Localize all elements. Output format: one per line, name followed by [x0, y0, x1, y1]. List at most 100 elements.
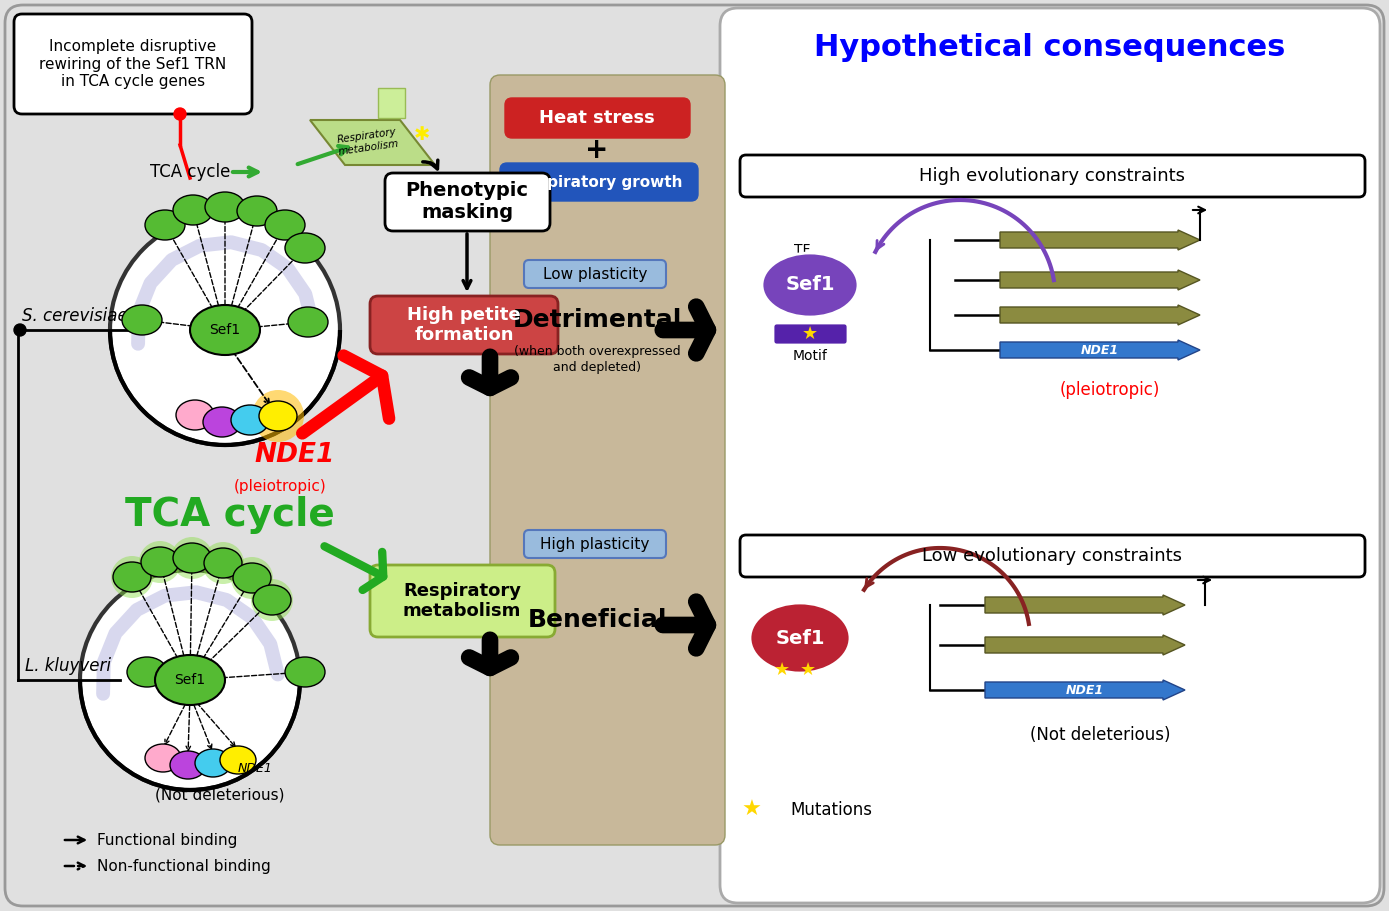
Text: TCA cycle: TCA cycle: [125, 496, 335, 534]
Ellipse shape: [113, 562, 151, 592]
Circle shape: [201, 542, 244, 584]
Ellipse shape: [265, 210, 306, 240]
Text: High plasticity: High plasticity: [540, 537, 650, 551]
FancyArrow shape: [1000, 270, 1200, 290]
Text: Beneficial: Beneficial: [528, 608, 667, 632]
FancyArrow shape: [1000, 230, 1200, 250]
FancyBboxPatch shape: [740, 155, 1365, 197]
Text: (pleiotropic): (pleiotropic): [233, 478, 326, 494]
FancyBboxPatch shape: [490, 75, 725, 845]
Text: Phenotypic
masking: Phenotypic masking: [406, 181, 528, 222]
Ellipse shape: [258, 401, 297, 431]
Text: Respiratory
metabolism: Respiratory metabolism: [336, 127, 400, 157]
Text: NDE1: NDE1: [254, 442, 335, 468]
Text: ★: ★: [774, 661, 790, 679]
Text: Hypothetical consequences: Hypothetical consequences: [814, 34, 1286, 63]
Text: Sef1: Sef1: [210, 323, 240, 337]
Ellipse shape: [174, 543, 211, 573]
Text: S. cerevisiae: S. cerevisiae: [22, 307, 128, 325]
FancyBboxPatch shape: [774, 323, 849, 345]
Circle shape: [110, 215, 340, 445]
Text: NDE1: NDE1: [238, 762, 272, 774]
Text: Detrimental: Detrimental: [513, 308, 682, 332]
Text: ★: ★: [801, 325, 818, 343]
Text: Incomplete disruptive
rewiring of the Sef1 TRN
in TCA cycle genes: Incomplete disruptive rewiring of the Se…: [39, 39, 226, 89]
FancyBboxPatch shape: [369, 565, 556, 637]
FancyArrow shape: [985, 595, 1185, 615]
Polygon shape: [310, 120, 435, 165]
Text: L. kluyveri: L. kluyveri: [25, 657, 111, 675]
Ellipse shape: [174, 195, 213, 225]
Ellipse shape: [144, 210, 185, 240]
Text: (Not deleterious): (Not deleterious): [156, 787, 285, 803]
Text: High evolutionary constraints: High evolutionary constraints: [920, 167, 1185, 185]
Circle shape: [139, 541, 181, 583]
Ellipse shape: [219, 746, 256, 774]
Text: Low plasticity: Low plasticity: [543, 267, 647, 281]
Text: TCA cycle: TCA cycle: [150, 163, 231, 181]
Polygon shape: [378, 88, 406, 118]
Ellipse shape: [156, 655, 225, 705]
Text: TF: TF: [793, 243, 810, 257]
Ellipse shape: [169, 751, 206, 779]
FancyBboxPatch shape: [369, 296, 558, 354]
Text: Sef1: Sef1: [775, 629, 825, 648]
Text: (pleiotropic): (pleiotropic): [1060, 381, 1160, 399]
Text: NDE1: NDE1: [1081, 343, 1120, 356]
FancyBboxPatch shape: [14, 14, 251, 114]
Ellipse shape: [122, 305, 163, 335]
Text: (when both overexpressed: (when both overexpressed: [514, 345, 681, 359]
FancyBboxPatch shape: [524, 530, 665, 558]
Text: Functional binding: Functional binding: [97, 833, 238, 847]
Ellipse shape: [763, 253, 858, 317]
Text: Heat stress: Heat stress: [539, 109, 654, 127]
Text: Sef1: Sef1: [175, 673, 206, 687]
FancyBboxPatch shape: [500, 163, 699, 201]
FancyArrow shape: [1000, 340, 1200, 360]
Text: ✱: ✱: [414, 126, 431, 145]
Text: and depleted): and depleted): [553, 361, 640, 374]
Ellipse shape: [285, 233, 325, 263]
FancyBboxPatch shape: [720, 8, 1381, 903]
Ellipse shape: [126, 657, 167, 687]
Ellipse shape: [253, 585, 292, 615]
Text: High petite
formation: High petite formation: [407, 305, 521, 344]
Ellipse shape: [203, 407, 242, 437]
Text: +: +: [585, 136, 608, 164]
Ellipse shape: [204, 548, 242, 578]
FancyBboxPatch shape: [506, 98, 690, 138]
Text: Low evolutionary constraints: Low evolutionary constraints: [922, 547, 1182, 565]
FancyBboxPatch shape: [385, 173, 550, 231]
Circle shape: [251, 579, 293, 621]
Ellipse shape: [233, 563, 271, 593]
Ellipse shape: [190, 305, 260, 355]
Ellipse shape: [231, 405, 269, 435]
Ellipse shape: [238, 196, 276, 226]
Ellipse shape: [174, 108, 186, 120]
Ellipse shape: [288, 307, 328, 337]
Ellipse shape: [144, 744, 181, 772]
Text: NDE1: NDE1: [1065, 683, 1104, 697]
Text: Respiratory
metabolism: Respiratory metabolism: [403, 581, 521, 620]
Circle shape: [171, 537, 213, 579]
Text: Motif: Motif: [793, 349, 828, 363]
Ellipse shape: [176, 400, 214, 430]
Circle shape: [81, 570, 300, 790]
FancyBboxPatch shape: [740, 535, 1365, 577]
FancyBboxPatch shape: [6, 5, 1383, 906]
FancyArrow shape: [985, 635, 1185, 655]
FancyArrow shape: [985, 680, 1185, 700]
Circle shape: [111, 556, 153, 598]
Text: ★: ★: [742, 800, 763, 820]
FancyBboxPatch shape: [524, 260, 665, 288]
Text: Mutations: Mutations: [790, 801, 872, 819]
Ellipse shape: [194, 749, 231, 777]
Text: ★: ★: [800, 661, 817, 679]
Text: Non-functional binding: Non-functional binding: [97, 858, 271, 874]
Ellipse shape: [206, 192, 244, 222]
Text: Respiratory growth: Respiratory growth: [515, 175, 682, 189]
Ellipse shape: [285, 657, 325, 687]
Ellipse shape: [750, 603, 850, 673]
Ellipse shape: [142, 547, 179, 577]
Text: Sef1: Sef1: [785, 275, 835, 294]
